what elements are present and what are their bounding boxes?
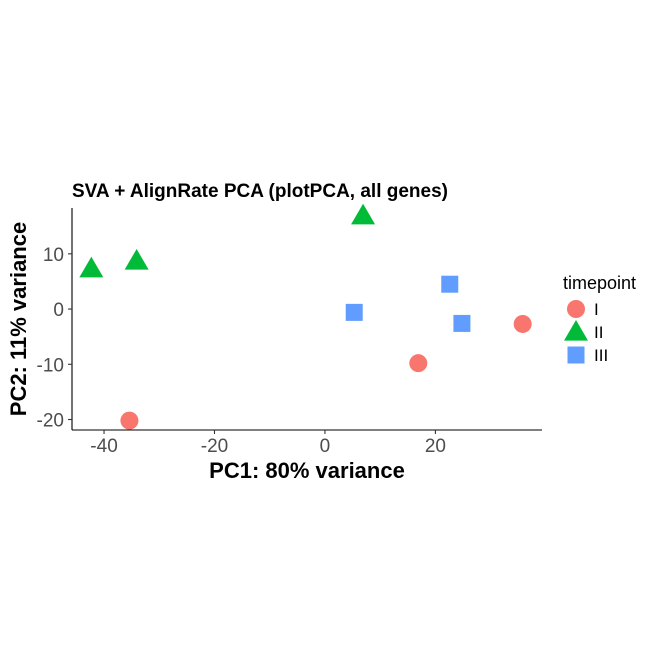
y-tick-label: -10	[37, 355, 64, 376]
x-tick-label: 0	[320, 436, 331, 457]
data-points	[79, 203, 532, 430]
legend-key-ii	[564, 320, 588, 341]
plot-area: -40 -20 0 20 -20 -10 0 10	[37, 203, 542, 457]
legend-key-iii	[567, 346, 585, 364]
x-tick-label: -40	[90, 436, 117, 457]
data-point-circle-i	[409, 354, 428, 373]
y-axis-title: PC2: 11% variance	[6, 222, 31, 416]
data-point-circle-i	[513, 314, 532, 333]
data-point-triangle-ii	[124, 249, 149, 270]
legend-label-iii: III	[594, 346, 608, 365]
data-point-triangle-ii	[351, 203, 376, 225]
y-axis-ticks: -20 -10 0 10	[37, 245, 72, 432]
chart-title: SVA + AlignRate PCA (plotPCA, all genes)	[72, 181, 448, 202]
y-tick-label: 0	[53, 300, 64, 321]
legend-key-i	[567, 300, 585, 318]
legend-label-ii: II	[594, 323, 603, 342]
data-point-square-iii	[453, 314, 471, 332]
y-tick-label: 10	[43, 245, 64, 266]
y-tick-label: -20	[37, 411, 64, 432]
data-point-square-iii	[441, 275, 459, 293]
x-tick-label: 20	[425, 436, 446, 457]
legend-title: timepoint	[563, 273, 636, 293]
data-point-circle-i	[120, 411, 139, 430]
x-axis-title: PC1: 80% variance	[209, 458, 405, 483]
x-axis-ticks: -40 -20 0 20	[90, 430, 446, 457]
x-tick-label: -20	[201, 436, 228, 457]
data-point-triangle-ii	[79, 256, 104, 278]
data-point-square-iii	[345, 303, 363, 321]
legend-label-i: I	[594, 300, 599, 319]
